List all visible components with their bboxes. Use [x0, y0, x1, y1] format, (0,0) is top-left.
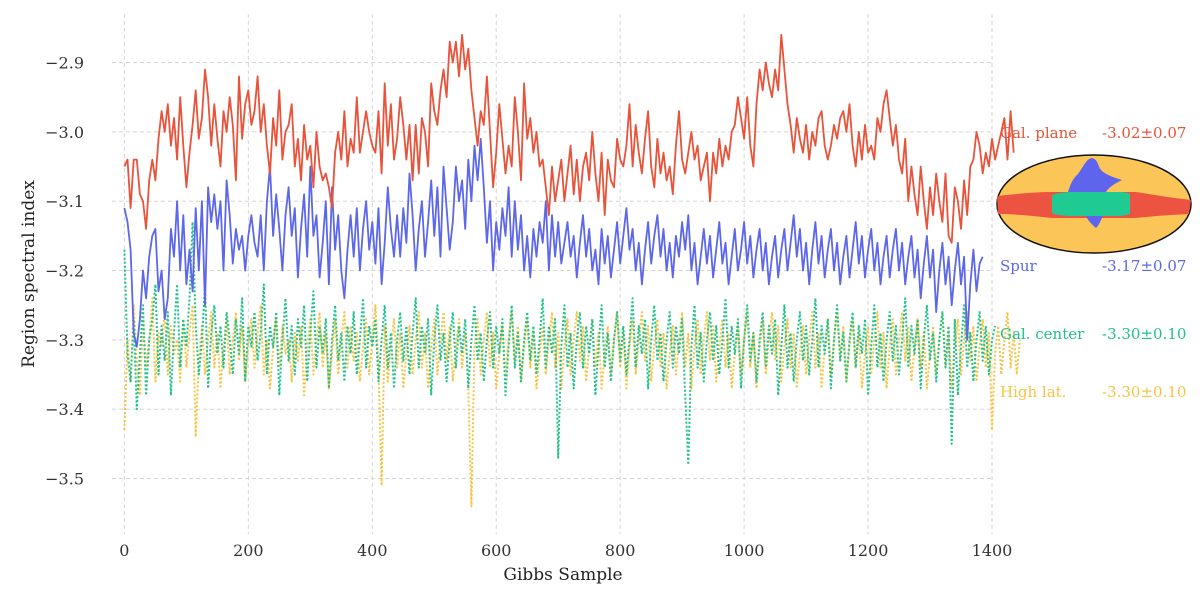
series-lines — [123, 33, 1021, 508]
legend-value-spur: -3.17±0.07 — [1102, 257, 1186, 275]
x-tick-label: 1200 — [848, 541, 889, 560]
x-axis-title: Gibbs Sample — [503, 565, 622, 585]
grid — [112, 14, 993, 534]
legend-value-high-lat: -3.30±0.10 — [1102, 383, 1186, 401]
legend-value-gal-plane: -3.02±0.07 — [1102, 124, 1186, 142]
y-axis-ticks: −2.9 −3.0 −3.1 −3.2 −3.3 −3.4 −3.5 — [45, 54, 84, 489]
y-tick-label: −3.4 — [45, 400, 84, 419]
x-tick-label: 600 — [481, 541, 512, 560]
x-tick-label: 1000 — [724, 541, 765, 560]
legend-value-gal-center: -3.30±0.10 — [1102, 325, 1186, 343]
y-tick-label: −3.3 — [45, 331, 84, 350]
series-line-gal-center — [123, 221, 997, 466]
y-tick-label: −3.0 — [45, 123, 84, 142]
inset-sky-map — [996, 154, 1192, 254]
legend: Gal. plane -3.02±0.07 Spur -3.17±0.07 Gal. c… — [1000, 124, 1186, 401]
sky-map-galactic-center — [1052, 192, 1130, 216]
y-axis-title: Region spectral index — [19, 180, 39, 368]
x-tick-label: 400 — [357, 541, 388, 560]
y-tick-label: −2.9 — [45, 54, 84, 73]
legend-name-gal-plane: Gal. plane — [1000, 124, 1077, 142]
series-line-gal-plane — [123, 33, 1015, 244]
y-tick-label: −3.5 — [45, 470, 84, 489]
x-tick-label: 0 — [119, 541, 129, 560]
x-tick-label: 800 — [605, 541, 636, 560]
y-tick-label: −3.2 — [45, 262, 84, 281]
y-tick-label: −3.1 — [45, 192, 84, 211]
legend-name-spur: Spur — [1000, 257, 1038, 275]
legend-name-high-lat: High lat. — [1000, 383, 1066, 401]
x-tick-label: 1400 — [972, 541, 1013, 560]
x-axis-ticks: 0 200 400 600 800 1000 1200 1400 — [119, 541, 1012, 560]
series-line-high-lat — [123, 297, 1021, 508]
x-tick-label: 200 — [233, 541, 264, 560]
legend-name-gal-center: Gal. center — [1000, 325, 1085, 343]
series-line-spur — [123, 137, 984, 348]
